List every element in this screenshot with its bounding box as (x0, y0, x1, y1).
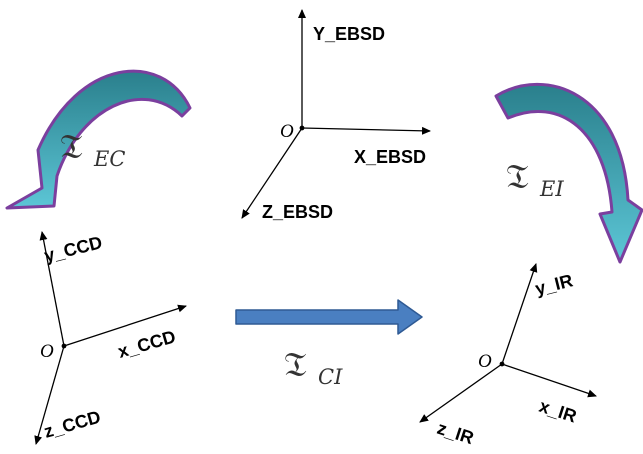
ebsd-y-label: Y_EBSD (313, 24, 385, 44)
ccd-y-axis (39, 231, 65, 347)
transform-ec-subscript: EC (93, 147, 125, 171)
transform-label-ec: 𝔗 EC (60, 127, 125, 171)
ebsd-x-label: X_EBSD (354, 147, 426, 167)
ccd-z-label: z_CCD (42, 407, 103, 442)
ccd-frame: O y_CCD x_CCD z_CCD (34, 231, 187, 445)
transform-ci-symbol: 𝔗 (284, 345, 307, 385)
transform-label-ei: 𝔗 EI (506, 157, 564, 201)
ir-x-label: x_IR (537, 396, 579, 427)
ir-x-axis (501, 363, 597, 398)
ebsd-frame: O Y_EBSD X_EBSD Z_EBSD (241, 9, 431, 222)
ir-origin-point (499, 361, 505, 367)
transform-ec-symbol: 𝔗 (60, 127, 83, 167)
ccd-x-axis (63, 304, 187, 347)
ebsd-x-axis (301, 126, 431, 135)
ebsd-origin-label: O (280, 121, 294, 142)
transform-ei-symbol: 𝔗 (506, 157, 529, 197)
curved-arrow-ei (494, 82, 643, 264)
ccd-origin-point (61, 343, 67, 349)
ccd-y-label: y_CCD (42, 232, 104, 266)
ebsd-origin-point (299, 125, 305, 131)
ebsd-z-axis (241, 127, 303, 219)
block-arrow-ci-shape (235, 299, 423, 335)
ccd-origin-label: O (40, 341, 54, 362)
ir-origin-label: O (478, 351, 492, 372)
ir-z-label: z_IR (435, 418, 476, 448)
curved-arrow-ec (5, 69, 192, 210)
ir-z-axis (419, 363, 503, 423)
ir-frame: O y_IR x_IR z_IR (419, 263, 597, 448)
transform-ci-subscript: CI (318, 365, 343, 389)
transform-ei-subscript: EI (539, 177, 564, 201)
block-arrow-ci (235, 299, 423, 335)
curved-arrow-ec-shape (5, 69, 192, 210)
ccd-z-axis (34, 345, 65, 445)
transform-label-ci: 𝔗 CI (284, 345, 343, 389)
curved-arrow-ei-shape (494, 82, 643, 264)
ir-y-label: y_IR (533, 270, 575, 299)
ir-y-axis (501, 263, 538, 365)
ccd-x-label: x_CCD (116, 326, 178, 361)
ebsd-z-label: Z_EBSD (262, 202, 333, 222)
